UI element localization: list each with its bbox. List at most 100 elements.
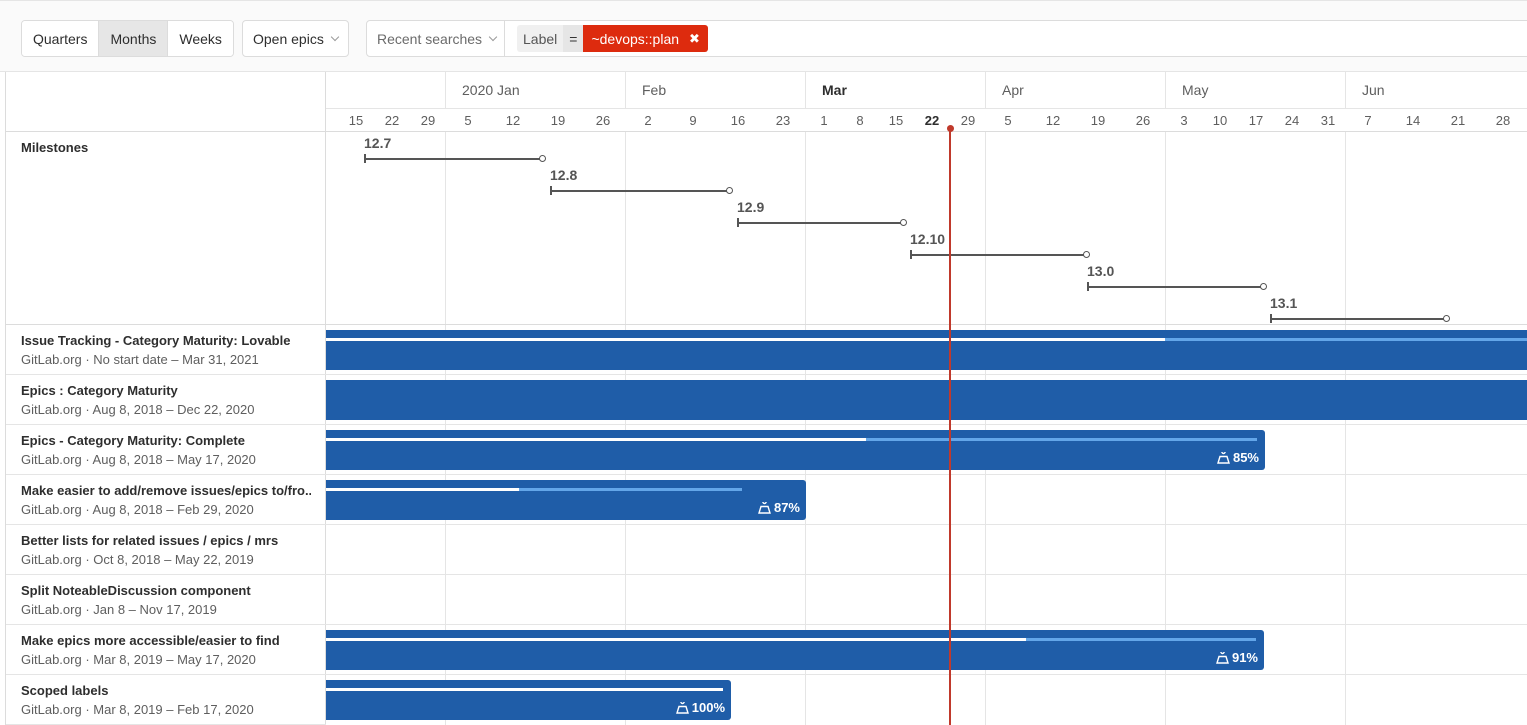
epic-item[interactable]: Epics - Category Maturity: Complete GitL… — [6, 425, 326, 475]
day-label: 29 — [420, 113, 436, 128]
quarters-button[interactable]: Quarters — [22, 21, 100, 56]
progress-remaining — [866, 438, 1257, 441]
epic-item[interactable]: Make easier to add/remove issues/epics t… — [6, 475, 326, 525]
progress-done — [326, 638, 1026, 641]
milestone-bar — [364, 158, 542, 160]
epic-timeline-bar[interactable]: 91% — [326, 630, 1264, 670]
epic-list-header — [6, 72, 325, 132]
month-header: Jun — [1345, 72, 1527, 109]
epic-state-dropdown[interactable]: Open epics — [242, 20, 349, 57]
month-header-current: Mar — [805, 72, 985, 109]
grid-line — [985, 132, 986, 725]
day-label: 2 — [644, 113, 652, 128]
day-label: 16 — [730, 113, 746, 128]
epic-title[interactable]: Issue Tracking - Category Maturity: Lova… — [21, 333, 291, 348]
day-label: 29 — [960, 113, 976, 128]
milestone-title[interactable]: 12.8 — [550, 167, 578, 183]
milestone-end-marker — [900, 219, 907, 226]
day-label: 10 — [1212, 113, 1228, 128]
day-label: 26 — [1135, 113, 1151, 128]
day-label: 19 — [1090, 113, 1106, 128]
token-operator: = — [563, 25, 584, 52]
milestone-end-marker — [726, 187, 733, 194]
filter-token[interactable]: Label = ~devops::plan ✖ — [517, 25, 708, 52]
month-header: Apr — [985, 72, 1165, 109]
day-label-today: 22 — [924, 113, 940, 128]
epic-timeline-bar[interactable] — [326, 380, 1527, 420]
milestone-title[interactable]: 13.1 — [1270, 295, 1298, 311]
weight-icon — [675, 701, 689, 714]
weight-icon — [758, 501, 771, 514]
progress-percent: 100% — [675, 700, 725, 715]
day-label: 28 — [1495, 113, 1511, 128]
timeline-grid: 2020 Jan Feb Mar Apr May Jun 15 22 29 5 … — [326, 72, 1527, 725]
epic-item[interactable]: Epics : Category Maturity GitLab.org · A… — [6, 375, 326, 425]
epic-timeline-bar[interactable]: 85% — [326, 430, 1265, 470]
roadmap-toolbar: Quarters Months Weeks Open epics Recent … — [0, 0, 1527, 72]
epic-title[interactable]: Make epics more accessible/easier to fin… — [21, 633, 280, 648]
day-label: 3 — [1180, 113, 1188, 128]
day-label: 15 — [348, 113, 364, 128]
recent-searches-label: Recent searches — [377, 30, 483, 47]
milestone-title[interactable]: 12.10 — [910, 231, 946, 247]
filtered-search-input[interactable]: Label = ~devops::plan ✖ — [504, 20, 1527, 57]
epic-title[interactable]: Epics - Category Maturity: Complete — [21, 433, 245, 448]
timeframe-toggle: Quarters Months Weeks — [21, 20, 234, 57]
milestone-bar — [910, 254, 1086, 256]
epic-title[interactable]: Scoped labels — [21, 683, 109, 698]
recent-searches-dropdown[interactable]: Recent searches — [366, 20, 508, 57]
epic-timeline-bar[interactable] — [326, 330, 1527, 370]
progress-percent: 85% — [1217, 450, 1259, 465]
epic-state-label: Open epics — [253, 30, 324, 47]
grid-line — [805, 132, 806, 725]
milestone-title[interactable]: 12.7 — [364, 135, 392, 151]
day-label: 23 — [775, 113, 791, 128]
epic-title[interactable]: Split NoteableDiscussion component — [21, 583, 251, 598]
month-header-prev — [326, 72, 445, 109]
epic-meta: GitLab.org · Mar 8, 2019 – Feb 17, 2020 — [21, 702, 254, 717]
milestone-end-marker — [1083, 251, 1090, 258]
milestone-title[interactable]: 13.0 — [1087, 263, 1115, 279]
row-divider — [326, 474, 1527, 475]
epic-title[interactable]: Better lists for related issues / epics … — [21, 533, 279, 548]
row-divider — [326, 524, 1527, 525]
progress-done — [326, 688, 723, 691]
epic-meta: GitLab.org · Aug 8, 2018 – Dec 22, 2020 — [21, 402, 255, 417]
day-label: 22 — [384, 113, 400, 128]
epic-list: Milestones Issue Tracking - Category Mat… — [5, 72, 326, 725]
epic-meta: GitLab.org · Oct 8, 2018 – May 22, 2019 — [21, 552, 254, 567]
token-value: ~devops::plan ✖ — [583, 25, 708, 52]
milestone-bar — [1087, 286, 1263, 288]
epic-timeline-bar[interactable]: 100% — [326, 680, 731, 720]
weight-icon — [1216, 651, 1229, 664]
milestone-title[interactable]: 12.9 — [737, 199, 765, 215]
close-icon[interactable]: ✖ — [689, 30, 700, 46]
epic-item[interactable]: Issue Tracking - Category Maturity: Lova… — [6, 325, 326, 375]
epic-meta: GitLab.org · Aug 8, 2018 – Feb 29, 2020 — [21, 502, 254, 517]
roadmap-container: Milestones Issue Tracking - Category Mat… — [0, 72, 1527, 725]
row-divider — [326, 424, 1527, 425]
epic-item[interactable]: Scoped labels GitLab.org · Mar 8, 2019 –… — [6, 675, 326, 725]
months-button[interactable]: Months — [99, 21, 169, 56]
milestone-end-marker — [539, 155, 546, 162]
epic-item[interactable]: Better lists for related issues / epics … — [6, 525, 326, 575]
grid-line — [445, 132, 446, 725]
epic-item[interactable]: Split NoteableDiscussion component GitLa… — [6, 575, 326, 625]
progress-remaining — [1165, 338, 1527, 341]
progress-done — [326, 438, 866, 441]
grid-line — [1165, 132, 1166, 725]
chevron-down-icon — [488, 32, 498, 41]
progress-remaining — [1026, 638, 1256, 641]
epic-title[interactable]: Make easier to add/remove issues/epics t… — [21, 483, 311, 498]
day-label: 8 — [856, 113, 864, 128]
progress-done — [326, 338, 1165, 341]
today-marker-line — [949, 128, 951, 725]
day-label: 9 — [689, 113, 697, 128]
weeks-button[interactable]: Weeks — [168, 21, 233, 56]
day-label: 26 — [595, 113, 611, 128]
epic-timeline-bar[interactable]: 87% — [326, 480, 806, 520]
row-divider — [326, 674, 1527, 675]
epic-item[interactable]: Make epics more accessible/easier to fin… — [6, 625, 326, 675]
day-label: 1 — [820, 113, 828, 128]
epic-title[interactable]: Epics : Category Maturity — [21, 383, 178, 398]
